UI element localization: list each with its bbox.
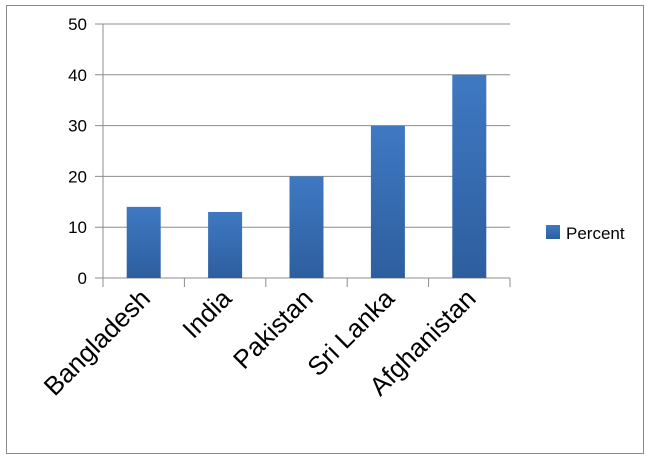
y-tick-label-40: 40 [68,66,87,85]
bar-india [208,211,243,278]
y-tick-label-20: 20 [68,167,87,186]
y-tick-label-0: 0 [78,269,87,288]
bar-bangladesh [126,206,161,278]
y-tick-label-50: 50 [68,15,87,34]
y-tick-label-10: 10 [68,218,87,237]
bar-pakistan [289,176,324,278]
x-tick-label-india: India [176,283,237,344]
legend-swatch-percent [546,225,560,239]
bar-sri-lanka [370,125,405,278]
legend: Percent [546,224,625,243]
bar-afghanistan [452,74,487,278]
bars [126,74,487,278]
axes [102,24,511,287]
legend-label-percent: Percent [566,224,625,243]
y-tick-label-30: 30 [68,117,87,136]
y-tick-labels: 0 10 20 30 40 50 [68,15,87,288]
chart-frame [6,5,644,454]
gridlines [95,23,510,279]
x-tick-label-bangladesh: Bangladesh [38,283,156,401]
